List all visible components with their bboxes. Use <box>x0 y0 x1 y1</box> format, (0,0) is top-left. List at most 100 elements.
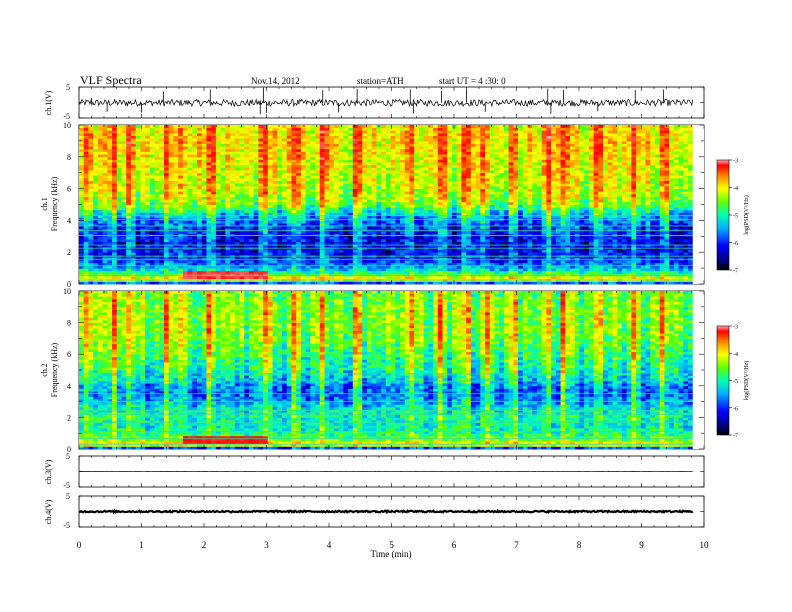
spectrogram-cell <box>215 209 222 213</box>
spectrogram-cell <box>97 180 103 184</box>
spectrogram-cell <box>291 207 297 211</box>
spectrogram-cell <box>357 143 363 147</box>
spectrogram-cell <box>447 212 453 216</box>
spectrogram-cell <box>225 164 231 168</box>
spectrogram-cell <box>381 223 387 227</box>
spectrogram-cell <box>220 180 226 184</box>
spectrogram-cell <box>116 183 122 187</box>
spectrogram-cell <box>168 138 174 142</box>
spectrogram-cell <box>121 183 127 187</box>
spectrogram-cell <box>121 196 127 200</box>
spectrogram-cell <box>88 140 94 144</box>
spectrogram-cell <box>409 172 415 176</box>
spectrogram-cell <box>230 196 236 200</box>
spectrogram-cell <box>395 191 401 195</box>
spectrogram-cell <box>93 151 99 155</box>
spectrogram-cell <box>338 193 344 197</box>
spectrogram-cell <box>149 127 155 131</box>
spectrogram-cell <box>390 270 396 274</box>
spectrogram-cell <box>376 220 382 224</box>
spectrogram-cell <box>230 167 236 171</box>
spectrogram-cell <box>97 140 103 144</box>
spectrogram-cell <box>390 175 396 179</box>
spectrogram-cell <box>182 201 188 205</box>
spectrogram-cell <box>140 215 146 219</box>
spectrogram-cell <box>102 167 108 171</box>
spectrogram-cell <box>442 270 448 274</box>
spectrogram-cell <box>126 196 132 200</box>
spectrogram-cell <box>135 249 141 253</box>
spectrogram-cell <box>329 252 335 256</box>
spectrogram-cell <box>79 167 85 171</box>
spectrogram-cell <box>230 225 236 229</box>
spectrogram-cell <box>197 188 203 192</box>
spectrogram-cell <box>234 276 240 280</box>
spectrogram-cell <box>230 125 236 129</box>
spectrogram-cell <box>395 188 401 192</box>
spectrogram-cell <box>140 265 146 269</box>
spectrogram-cell <box>418 183 425 187</box>
spectrogram-cell <box>272 236 278 240</box>
spectrogram-cell <box>215 156 222 160</box>
spectrogram-cell <box>159 244 165 248</box>
spectrogram-cell <box>305 231 311 235</box>
spectrogram-cell <box>315 191 321 195</box>
spectrogram-cell <box>116 244 122 248</box>
spectrogram-cell <box>102 154 108 158</box>
spectrogram-cell <box>277 146 283 150</box>
spectrogram-cell <box>135 162 141 166</box>
spectrogram-cell <box>244 156 250 160</box>
spectrogram-cell <box>258 252 264 256</box>
spectrogram-cell <box>230 185 236 189</box>
spectrogram-cell <box>88 154 94 158</box>
spectrogram-cell <box>230 260 236 264</box>
spectrogram-cell <box>286 183 292 187</box>
spectrogram-cell <box>258 281 264 285</box>
spectrogram-cell <box>333 252 340 256</box>
spectrogram-cell <box>187 140 193 144</box>
spectrogram-cell <box>178 140 184 144</box>
spectrogram-cell <box>395 154 401 158</box>
spectrogram-cell <box>409 201 415 205</box>
spectrogram-cell <box>248 262 255 266</box>
spectrogram-cell <box>437 249 443 253</box>
spectrogram-cell <box>348 231 354 235</box>
spectrogram-cell <box>215 140 222 144</box>
spectrogram-cell <box>253 127 259 131</box>
spectrogram-cell <box>97 268 103 272</box>
spectrogram-cell <box>310 241 316 245</box>
spectrogram-cell <box>126 262 132 266</box>
spectrogram-cell <box>225 223 231 227</box>
spectrogram-cell <box>140 220 146 224</box>
spectrogram-cell <box>437 130 443 134</box>
spectrogram-cell <box>234 262 240 266</box>
spectrogram-cell <box>357 132 363 136</box>
spectrogram-cell <box>112 159 118 163</box>
spectrogram-cell <box>300 159 307 163</box>
spectrogram-cell <box>192 207 198 211</box>
spectrogram-cell <box>400 151 406 155</box>
spectrogram-cell <box>163 140 170 144</box>
spectrogram-cell <box>112 172 118 176</box>
spectrogram-cell <box>357 167 363 171</box>
spectrogram-cell <box>395 172 401 176</box>
spectrogram-cell <box>319 156 325 160</box>
spectrogram-cell <box>220 130 226 134</box>
spectrogram-cell <box>348 143 354 147</box>
spectrogram-cell <box>97 238 103 242</box>
spectrogram-cell <box>267 151 273 155</box>
spectrogram-cell <box>437 164 443 168</box>
spectrogram-cell <box>201 172 207 176</box>
spectrogram-cell <box>423 209 429 213</box>
spectrogram-cell <box>348 156 354 160</box>
spectrogram-cell <box>107 164 113 168</box>
spectrogram-cell <box>154 146 160 150</box>
spectrogram-cell <box>163 199 170 203</box>
spectrogram-cell <box>248 180 255 184</box>
spectrogram-cell <box>310 180 316 184</box>
spectrogram-cell <box>315 156 321 160</box>
spectrogram-cell <box>253 159 259 163</box>
spectrogram-cell <box>248 159 255 163</box>
spectrogram-cell <box>88 241 94 245</box>
spectrogram-cell <box>385 276 391 280</box>
